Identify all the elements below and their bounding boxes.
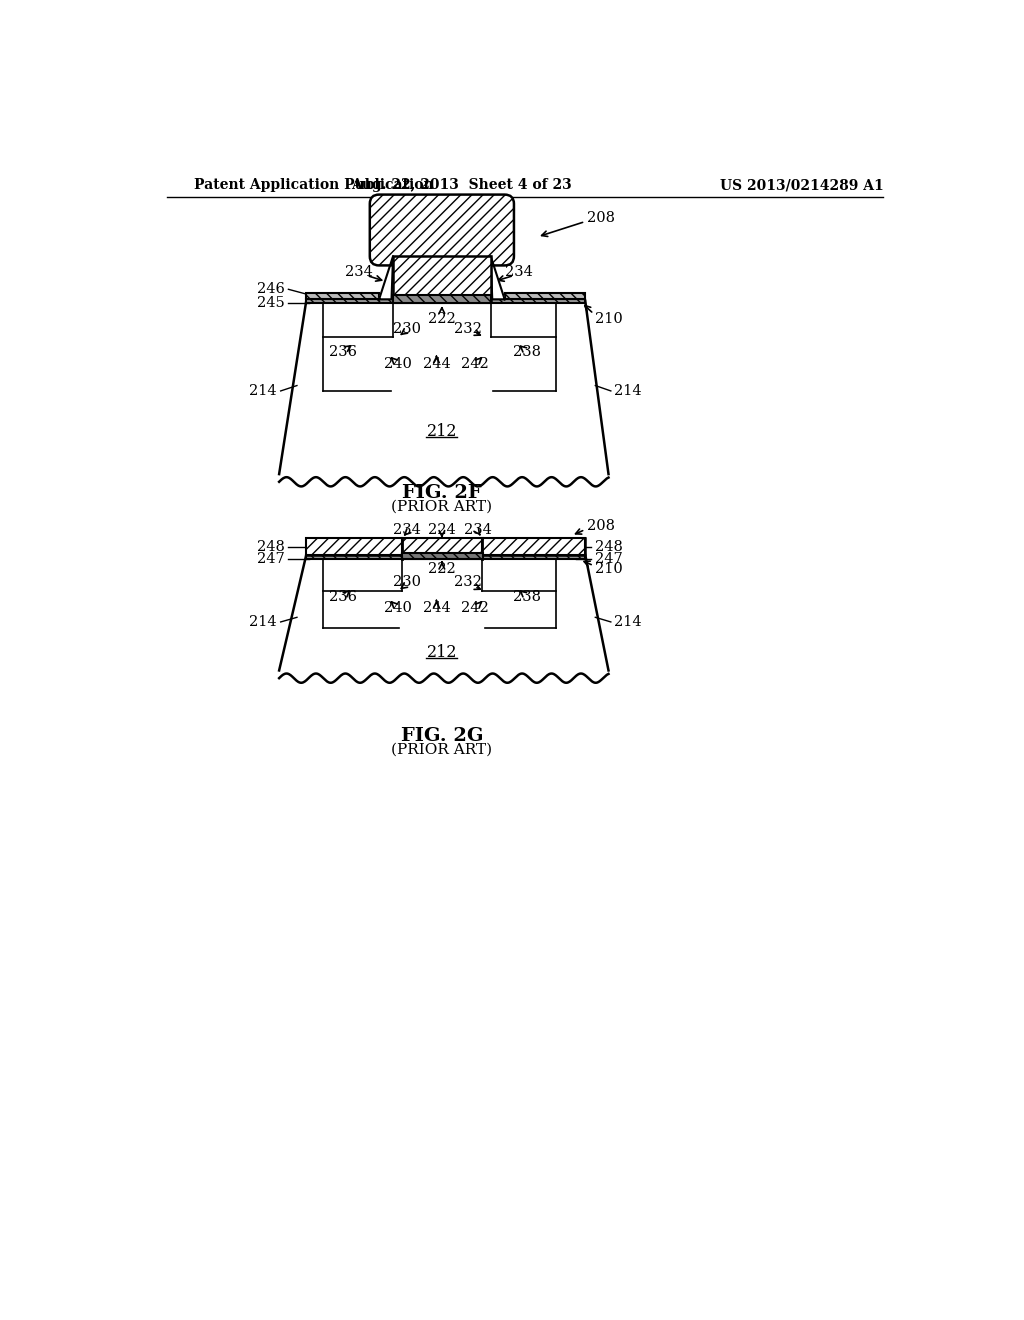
Text: 234: 234 bbox=[393, 523, 421, 536]
Text: 247: 247 bbox=[257, 552, 285, 566]
Bar bbox=[306, 293, 379, 300]
Text: 214: 214 bbox=[249, 615, 276, 628]
Text: 246: 246 bbox=[257, 282, 285, 296]
Text: 245: 245 bbox=[257, 296, 285, 310]
Text: 238: 238 bbox=[513, 590, 541, 605]
Text: US 2013/0214289 A1: US 2013/0214289 A1 bbox=[720, 178, 884, 193]
Text: 230: 230 bbox=[393, 576, 421, 589]
Bar bbox=[505, 293, 586, 300]
Text: FIG. 2G: FIG. 2G bbox=[400, 727, 483, 744]
Text: 238: 238 bbox=[513, 346, 541, 359]
FancyBboxPatch shape bbox=[370, 194, 514, 265]
Text: (PRIOR ART): (PRIOR ART) bbox=[391, 743, 493, 756]
Text: 236: 236 bbox=[330, 590, 357, 605]
Text: 232: 232 bbox=[454, 576, 481, 589]
Text: FIG. 2F: FIG. 2F bbox=[402, 483, 481, 502]
Bar bbox=[306, 300, 586, 304]
Text: 242: 242 bbox=[462, 601, 489, 615]
Text: (PRIOR ART): (PRIOR ART) bbox=[391, 499, 493, 513]
Text: 214: 214 bbox=[614, 615, 642, 628]
Text: 234: 234 bbox=[464, 523, 493, 536]
Text: Patent Application Publication: Patent Application Publication bbox=[194, 178, 433, 193]
Bar bbox=[401, 553, 483, 558]
Bar bbox=[393, 256, 490, 301]
Text: 208: 208 bbox=[587, 519, 614, 533]
Text: 232: 232 bbox=[454, 322, 481, 337]
Polygon shape bbox=[490, 256, 505, 300]
Polygon shape bbox=[379, 256, 393, 300]
Text: 208: 208 bbox=[587, 211, 614, 224]
Text: 222: 222 bbox=[428, 312, 456, 326]
Bar bbox=[482, 539, 586, 554]
Text: 236: 236 bbox=[330, 346, 357, 359]
Text: 248: 248 bbox=[257, 540, 285, 554]
Text: 240: 240 bbox=[384, 601, 412, 615]
Bar bbox=[393, 294, 490, 304]
Text: 224: 224 bbox=[428, 268, 456, 282]
Text: 224: 224 bbox=[428, 523, 456, 536]
Text: 230: 230 bbox=[393, 322, 421, 337]
Text: 240: 240 bbox=[384, 356, 412, 371]
Bar bbox=[306, 539, 401, 554]
Text: 242: 242 bbox=[462, 356, 489, 371]
Text: 244: 244 bbox=[423, 601, 451, 615]
Text: 247: 247 bbox=[595, 552, 623, 566]
Text: 214: 214 bbox=[614, 384, 642, 397]
Text: 210: 210 bbox=[595, 562, 623, 576]
Text: 212: 212 bbox=[427, 644, 457, 661]
Text: 212: 212 bbox=[427, 424, 457, 441]
Text: 222: 222 bbox=[428, 562, 456, 576]
Text: 244: 244 bbox=[423, 356, 451, 371]
Text: 234: 234 bbox=[345, 265, 373, 280]
Bar bbox=[401, 539, 483, 554]
Text: 234: 234 bbox=[506, 265, 534, 280]
Bar bbox=[306, 554, 586, 558]
Text: 214: 214 bbox=[249, 384, 276, 397]
Bar bbox=[306, 539, 586, 554]
Text: 210: 210 bbox=[595, 312, 623, 326]
Text: Aug. 22, 2013  Sheet 4 of 23: Aug. 22, 2013 Sheet 4 of 23 bbox=[351, 178, 571, 193]
Text: 248: 248 bbox=[595, 540, 624, 554]
